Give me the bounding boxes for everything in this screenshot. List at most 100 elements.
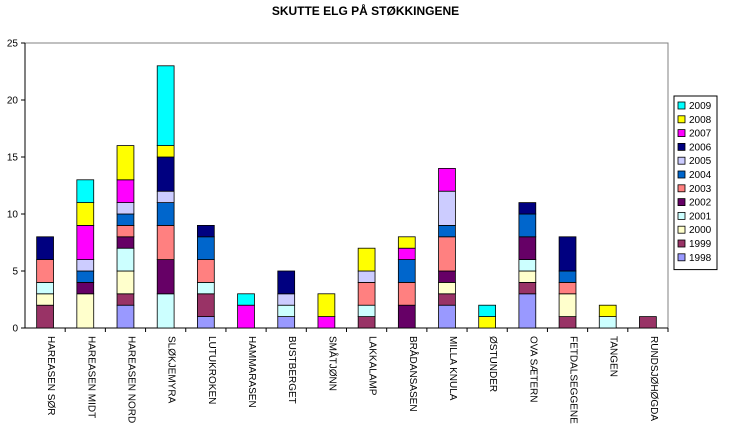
legend-swatch-2006 (677, 142, 686, 151)
bar-segment-2002 (156, 259, 175, 295)
bar-segment-2007 (438, 167, 456, 192)
legend-swatch-2003 (677, 184, 686, 193)
bar-segment-2001 (116, 247, 135, 272)
legend-label: 2001 (689, 211, 712, 222)
category-label: HAMMARASEN (246, 336, 257, 408)
category-label: HAREASEN SØR (45, 336, 56, 415)
bar-segment-2008 (478, 316, 496, 329)
legend-swatch-2004 (677, 170, 686, 179)
bar-segment-2001 (598, 316, 617, 329)
category-label: SLØKJEMYRA (166, 336, 177, 404)
legend-label: 1998 (689, 253, 712, 264)
bar-segment-2005 (156, 190, 175, 203)
bar-segment-1999 (438, 293, 456, 306)
category-label: RUNDSJØHØGDA (648, 336, 659, 421)
bar-segment-2005 (277, 293, 296, 306)
bar-segment-2004 (438, 224, 456, 238)
category-label: LUTUKROKEN (206, 336, 217, 404)
legend-label: 2003 (689, 184, 712, 195)
bar-segment-2004 (156, 202, 175, 226)
bar-segment-2006 (558, 236, 577, 272)
legend-label: 2000 (689, 225, 712, 236)
bar-segment-2003 (116, 224, 135, 238)
bar-segment-2000 (36, 293, 54, 306)
bar-segment-2006 (197, 224, 215, 238)
bar-segment-1998 (277, 316, 296, 329)
legend-swatch-1998 (677, 253, 686, 262)
bar-segment-2008 (357, 247, 376, 272)
legend-label: 2009 (689, 101, 712, 112)
category-label: OVA SÆTERN (527, 336, 538, 403)
bar-segment-2003 (36, 259, 54, 283)
legend (673, 95, 718, 271)
legend-swatch-2000 (677, 225, 686, 234)
bar-segment-1998 (518, 293, 537, 329)
bar-segment-2008 (156, 145, 175, 158)
category-label: FETDALSEGGENE (568, 336, 579, 424)
bar-segment-2004 (558, 270, 577, 283)
category-label: HAREASEN MIDT (85, 336, 96, 418)
bar-segment-1999 (36, 304, 54, 329)
category-label: BRÅDANSASEN (407, 336, 420, 412)
bar-segment-1998 (438, 304, 456, 329)
category-label: LAKKALAMP (367, 336, 378, 396)
bar-segment-2004 (197, 236, 215, 261)
chart-title: SKUTTE ELG PÅ STØKKINGENE (271, 4, 460, 18)
bar-segment-2000 (76, 293, 95, 329)
bar-segment-2003 (558, 281, 577, 295)
bar-segment-2001 (36, 281, 54, 295)
bar-segment-2001 (277, 304, 296, 318)
bar-segment-1999 (116, 293, 135, 306)
y-tick-label: 0 (12, 324, 18, 335)
bar-segment-2003 (197, 259, 215, 283)
legend-swatch-2008 (677, 115, 686, 124)
y-tick-label: 20 (7, 96, 19, 107)
bar-segment-2006 (36, 236, 54, 261)
bar-segment-2003 (357, 281, 376, 306)
bar-segment-2003 (397, 281, 416, 306)
bar-segment-2000 (518, 270, 537, 283)
bar-segment-1999 (639, 316, 657, 329)
category-label: TANGEN (608, 336, 619, 377)
bar-segment-2001 (357, 304, 376, 318)
y-tick-label: 5 (12, 267, 18, 278)
legend-label: 2007 (689, 129, 712, 140)
bar-segment-2005 (116, 202, 135, 215)
bar-segment-2002 (518, 236, 537, 261)
bar-segment-2004 (76, 270, 95, 283)
y-tick-label: 10 (7, 210, 19, 221)
legend-swatch-2009 (677, 101, 686, 110)
bar-segment-1999 (197, 293, 215, 317)
bar-segment-2003 (156, 224, 175, 260)
bar-segment-2000 (438, 281, 456, 295)
bar-segment-2002 (76, 281, 95, 295)
category-label: HAREASEN NORD (125, 336, 136, 423)
category-label: MILLA KNULA (447, 336, 458, 401)
bar-segment-2008 (116, 145, 135, 181)
legend-label: 2004 (689, 170, 712, 181)
bar-segment-2006 (277, 270, 296, 295)
bar-segment-2001 (197, 281, 215, 295)
legend-swatch-2005 (677, 156, 686, 165)
bar-segment-2005 (357, 270, 376, 283)
bar-segment-2004 (116, 213, 135, 226)
legend-label: 1999 (689, 239, 712, 250)
bar-segment-1999 (357, 316, 376, 329)
bar-segment-2007 (116, 179, 135, 204)
legend-swatch-2001 (677, 211, 686, 220)
bar-segment-2005 (438, 190, 456, 226)
bar-segment-2005 (76, 259, 95, 272)
legend-label: 2005 (689, 156, 712, 167)
category-label: BUSTBERGET (286, 336, 297, 404)
y-tick-label: 15 (7, 153, 19, 164)
legend-swatch-1999 (677, 239, 686, 248)
bar-segment-2008 (397, 236, 416, 249)
bar-segment-2008 (317, 293, 336, 317)
category-label: SMÅTJØNN (326, 336, 339, 391)
bar-segment-2007 (317, 316, 336, 329)
category-label: ØSTUNDER (487, 336, 498, 392)
bar-segment-1998 (197, 316, 215, 329)
bar-segment-2001 (518, 259, 537, 272)
bar-segment-1998 (116, 304, 135, 329)
